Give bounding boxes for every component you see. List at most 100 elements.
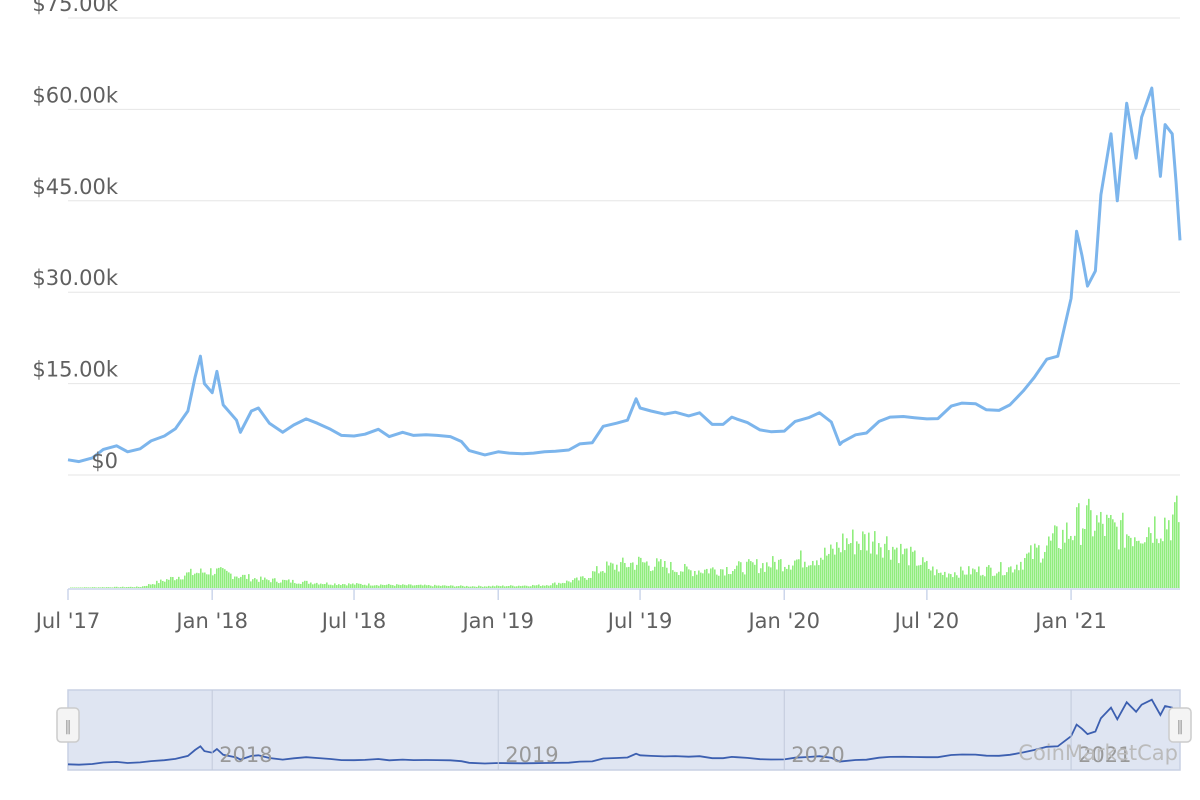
volume-bar [688, 569, 690, 588]
volume-bar [918, 565, 920, 588]
volume-bar [468, 586, 470, 588]
volume-bar [694, 571, 696, 588]
volume-bar [388, 583, 390, 588]
volume-bar [552, 583, 554, 588]
volume-bar [528, 586, 530, 588]
volume-bar [716, 574, 718, 588]
volume-bar [646, 561, 648, 588]
volume-bar [544, 585, 546, 588]
volume-bar [1114, 522, 1116, 588]
volume-bar [344, 584, 346, 588]
volume-bar [804, 561, 806, 588]
volume-bar [1134, 537, 1136, 588]
volume-bar [1026, 553, 1028, 588]
volume-bar [1028, 552, 1030, 588]
volume-bar [390, 584, 392, 588]
volume-bar [1124, 547, 1126, 588]
volume-bar [970, 574, 972, 588]
volume-bar [910, 546, 912, 588]
volume-bar [726, 566, 728, 588]
volume-bar [268, 580, 270, 588]
volume-bar [334, 583, 336, 588]
volume-bar [222, 568, 224, 588]
volume-bar [732, 570, 734, 588]
volume-bar [408, 584, 410, 588]
volume-bar [670, 561, 672, 588]
volume-bar [840, 552, 842, 588]
volume-bar [916, 565, 918, 588]
watermark-text: CoinMarketCap [1018, 741, 1178, 765]
volume-bar [1160, 538, 1162, 588]
volume-bar [180, 579, 182, 588]
volume-bar [638, 556, 640, 588]
volume-bar [606, 561, 608, 588]
volume-bar [1174, 502, 1176, 588]
volume-bar [250, 581, 252, 588]
volume-bar [354, 584, 356, 588]
volume-bar [708, 573, 710, 588]
volume-bar [364, 584, 366, 588]
volume-bar [138, 586, 140, 588]
x-tick-label: Jul '20 [893, 609, 960, 633]
volume-bar [1060, 548, 1062, 588]
volume-bar [120, 587, 122, 588]
volume-bar [482, 586, 484, 588]
volume-bar [874, 531, 876, 588]
volume-bar [110, 587, 112, 588]
volume-bar [368, 583, 370, 588]
volume-bar [1024, 557, 1026, 588]
volume-bar [380, 584, 382, 588]
volume-bar [200, 568, 202, 588]
volume-bar [98, 587, 100, 588]
navigator[interactable]: 2018 2019 2020 2021 ‖ ‖ CoinMarketCap [56, 689, 1192, 771]
volume-bar [160, 579, 162, 588]
volume-bar [800, 550, 802, 588]
volume-bar [156, 580, 158, 588]
volume-bar [818, 565, 820, 588]
volume-bar [458, 586, 460, 588]
volume-bar [536, 585, 538, 588]
volume-bar [376, 585, 378, 588]
volume-bar [450, 585, 452, 588]
handle-grip-icon: ‖ [1177, 719, 1184, 735]
volume-bar [96, 587, 98, 588]
volume-bar [206, 574, 208, 588]
y-axis: $0 $15.00k $30.00k $45.00k $60.00k $75.00k [32, 0, 118, 473]
volume-bar [442, 585, 444, 588]
volume-bar [1132, 546, 1134, 588]
volume-bar [514, 586, 516, 588]
volume-bar [844, 550, 846, 588]
x-tick-label: Jul '19 [606, 609, 673, 633]
volume-bar [360, 583, 362, 588]
volume-bar [848, 544, 850, 588]
volume-bar [728, 574, 730, 588]
volume-bar [122, 586, 124, 588]
volume-bar [548, 585, 550, 588]
volume-bar [316, 582, 318, 588]
volume-bar [776, 569, 778, 588]
navigator-left-handle[interactable]: ‖ [56, 707, 80, 743]
volume-bar [952, 577, 954, 588]
volume-bar [674, 571, 676, 588]
volume-bar [654, 566, 656, 588]
volume-bar [352, 583, 354, 588]
volume-bar [1106, 514, 1108, 588]
volume-bar [1088, 498, 1090, 588]
volume-bar [72, 587, 74, 588]
volume-bar [836, 542, 838, 588]
volume-bar [386, 584, 388, 588]
volume-bar [960, 566, 962, 588]
volume-bar [278, 583, 280, 588]
volume-bar [438, 585, 440, 588]
price-series [67, 86, 1182, 464]
volume-bar [746, 561, 748, 588]
volume-bar [920, 564, 922, 588]
volume-bar [308, 583, 310, 588]
volume-bar [964, 574, 966, 588]
volume-bar [398, 584, 400, 588]
volume-bar [1022, 569, 1024, 588]
volume-bar [1130, 537, 1132, 588]
volume-bar [792, 565, 794, 588]
navigator-right-handle[interactable]: ‖ [1168, 707, 1192, 743]
volume-bar [272, 578, 274, 588]
